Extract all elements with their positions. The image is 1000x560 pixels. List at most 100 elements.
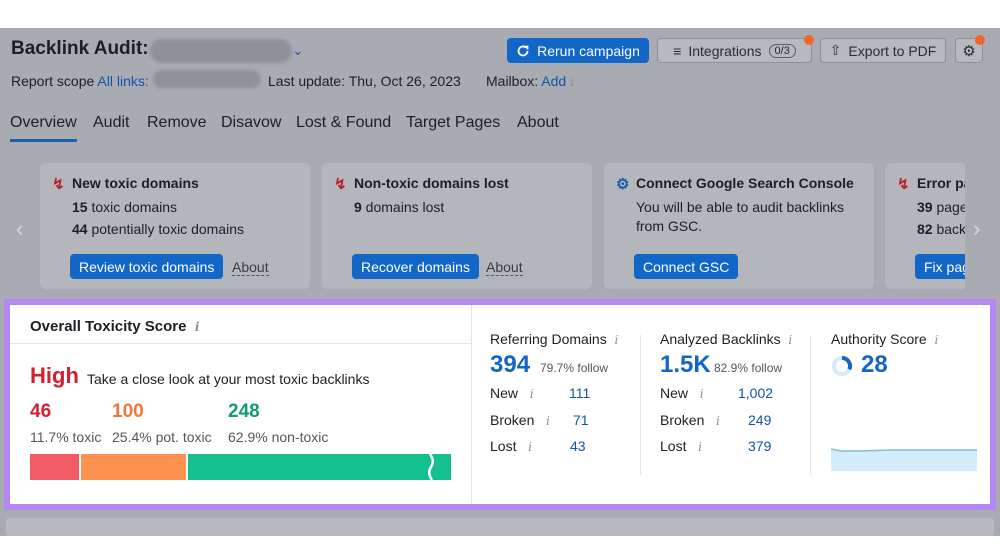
project-name-redacted — [150, 39, 292, 63]
card-line: from GSC. — [636, 218, 703, 234]
tab-overview[interactable]: Overview — [10, 114, 77, 142]
referring-domains-value[interactable]: 394 — [490, 351, 531, 378]
analyzed-backlinks-follow: 82.9% follow — [714, 361, 783, 375]
tab-disavow[interactable]: Disavow — [221, 114, 282, 131]
potentially-toxic-segment[interactable] — [79, 454, 187, 480]
authority-donut-icon — [832, 355, 852, 376]
analyzed-backlinks-widget: Analyzed Backlinks i 1.5K 82.9% follow N… — [642, 305, 812, 504]
backlinks-new-value[interactable]: 1,002 — [738, 385, 774, 401]
info-icon[interactable]: i — [934, 333, 939, 347]
tab-remove[interactable]: Remove — [147, 114, 207, 131]
analyzed-backlinks-label: Analyzed Backlinks i — [660, 331, 793, 347]
tab-lost-found[interactable]: Lost & Found — [296, 114, 392, 131]
toxic-count[interactable]: 46 — [30, 401, 52, 422]
mailbox-add-link[interactable]: Add — [541, 73, 567, 89]
upload-icon: ⇧ — [829, 42, 842, 58]
last-update: Last update: Thu, Oct 26, 2023 — [268, 73, 461, 89]
bolt-icon: ↯ — [52, 176, 65, 193]
info-icon[interactable]: i — [788, 333, 793, 347]
integrations-button[interactable]: ≡ Integrations 0/3 — [657, 38, 812, 63]
rerun-campaign-button[interactable]: Rerun campaign — [507, 38, 649, 63]
backlinks-lost-value[interactable]: 379 — [748, 438, 772, 454]
chevron-down-icon[interactable]: ⌄ — [292, 42, 304, 58]
referring-domains-widget: Referring Domains i 394 79.7% follow New… — [472, 305, 642, 504]
report-scope: Report scope All links: — [11, 73, 149, 89]
info-icon[interactable]: i — [716, 414, 720, 428]
export-pdf-label: Export to PDF — [848, 42, 937, 59]
next-section-placeholder — [6, 518, 994, 536]
row-label: Lost i — [660, 438, 702, 454]
fix-pages-button[interactable]: Fix pag — [915, 254, 965, 279]
authority-score-label: Authority Score i — [831, 331, 939, 347]
row-label: Lost i — [490, 438, 532, 454]
toxicity-header: Overall Toxicity Score i — [10, 305, 471, 344]
export-pdf-button[interactable]: ⇧ Export to PDF — [820, 38, 946, 63]
backlinks-broken-value[interactable]: 249 — [748, 412, 772, 428]
report-scope-label: Report scope — [11, 73, 95, 89]
integrations-count: 0/3 — [768, 43, 796, 58]
info-icon[interactable]: i — [699, 387, 704, 401]
recover-domains-button[interactable]: Recover domains — [352, 254, 479, 279]
info-icon[interactable]: i — [546, 414, 550, 428]
tab-target-pages[interactable]: Target Pages — [406, 114, 501, 131]
about-link[interactable]: About — [232, 259, 269, 276]
non-toxic-percent: 62.9% non-toxic — [228, 429, 329, 445]
row-label: Broken i — [660, 412, 720, 428]
list-plus-icon: ≡ — [673, 42, 682, 59]
potentially-toxic-count[interactable]: 100 — [112, 401, 144, 422]
bar-break-icon — [427, 454, 434, 480]
non-toxic-count[interactable]: 248 — [228, 401, 260, 422]
carousel-prev-icon[interactable]: ‹ — [16, 216, 24, 241]
mailbox-label: Mailbox: — [486, 73, 539, 89]
all-links-link[interactable]: All links: — [97, 73, 149, 89]
toxicity-level: High — [30, 363, 79, 388]
referring-broken-value[interactable]: 71 — [573, 412, 589, 428]
info-icon[interactable]: i — [698, 440, 702, 454]
notification-dot — [804, 35, 814, 45]
divider — [810, 335, 811, 475]
connect-gsc-button[interactable]: Connect GSC — [634, 254, 739, 279]
overview-summary-panel: Overall Toxicity Score i High Take a clo… — [4, 299, 996, 510]
card-line: 9 domains lost — [354, 199, 445, 215]
about-link[interactable]: About — [486, 259, 523, 276]
card-non-toxic-domains-lost: ↯ Non-toxic domains lost 9 domains lost … — [322, 163, 592, 289]
rerun-campaign-label: Rerun campaign — [537, 42, 640, 59]
referring-domains-follow: 79.7% follow — [540, 361, 609, 375]
domain-redacted — [153, 70, 261, 88]
info-icon[interactable]: i — [529, 387, 534, 401]
toxicity-title: Overall Toxicity Score i — [30, 318, 200, 335]
referring-new-value[interactable]: 111 — [569, 385, 591, 401]
card-error-pages: ↯ Error pa 39 page 82 back Fix pag — [885, 163, 965, 289]
card-title: Connect Google Search Console — [636, 175, 854, 191]
info-icon[interactable]: i — [570, 75, 574, 89]
non-toxic-segment[interactable] — [186, 454, 451, 480]
authority-trend-chart[interactable] — [831, 445, 977, 471]
analyzed-backlinks-value[interactable]: 1.5K — [660, 351, 711, 378]
divider — [640, 335, 641, 475]
authority-score-value[interactable]: 28 — [861, 351, 888, 378]
toxicity-distribution-bar — [30, 454, 451, 480]
gear-icon: ⚙ — [616, 176, 630, 193]
info-icon[interactable]: i — [194, 320, 200, 334]
card-line: 82 back — [917, 221, 965, 237]
refresh-icon — [517, 45, 529, 56]
toxic-segment[interactable] — [30, 454, 80, 480]
tab-about[interactable]: About — [517, 114, 559, 131]
tab-audit[interactable]: Audit — [93, 114, 130, 131]
card-connect-gsc: ⚙ Connect Google Search Console You will… — [604, 163, 874, 289]
card-line: 39 page — [917, 199, 965, 215]
card-line: You will be able to audit backlinks — [636, 199, 845, 215]
review-toxic-domains-button[interactable]: Review toxic domains — [70, 254, 224, 279]
gear-icon: ⚙ — [962, 42, 976, 60]
toxic-percent: 11.7% toxic — [30, 429, 102, 445]
info-icon[interactable]: i — [528, 440, 532, 454]
mailbox: Mailbox: Add i — [486, 73, 574, 89]
page-title: Backlink Audit: — [11, 38, 149, 59]
carousel-next-icon[interactable]: › — [973, 216, 981, 241]
toxicity-widget: Overall Toxicity Score i High Take a clo… — [10, 305, 472, 504]
info-icon[interactable]: i — [614, 333, 619, 347]
tab-bar: Overview Audit Remove Disavow Lost & Fou… — [0, 114, 1000, 146]
card-line: 44 potentially toxic domains — [72, 221, 244, 237]
card-line: 15 toxic domains — [72, 199, 178, 215]
referring-lost-value[interactable]: 43 — [570, 438, 586, 454]
